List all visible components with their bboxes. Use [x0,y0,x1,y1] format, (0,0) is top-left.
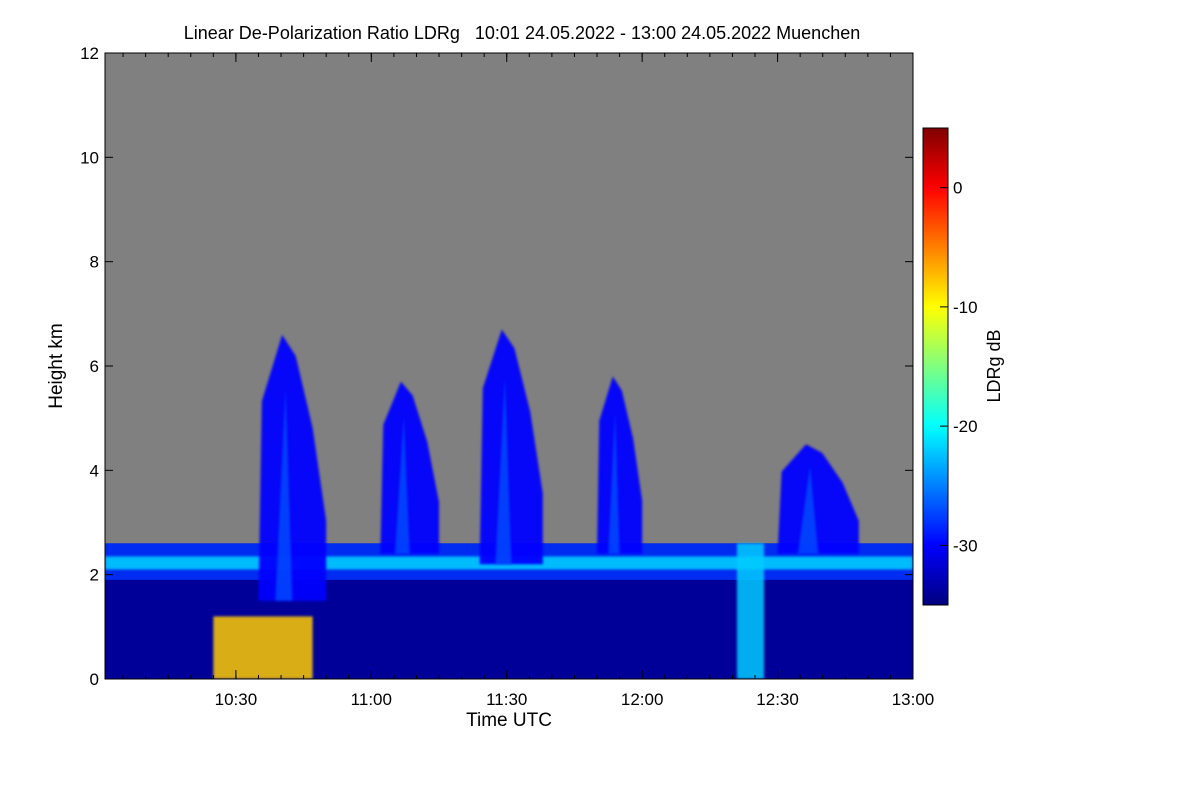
near-surface-depol [213,616,313,679]
y-tick-label: 12 [80,44,99,63]
convective-plume-2 [380,381,440,554]
convective-plume-2-core [395,416,410,554]
y-tick-label: 0 [90,670,99,689]
x-tick-label: 10:30 [215,690,258,709]
heatmap-layer [105,329,913,679]
x-tick-label: 12:30 [756,690,799,709]
chart-title: Linear De-Polarization Ratio LDRg 10:01 … [184,23,860,43]
colorbar-label: LDRg dB [984,329,1004,402]
convective-plume-3-core [495,376,512,565]
y-axis: 0 2 4 6 8 10 12 [80,44,913,689]
colorbar-ticks: 0 -10 -20 -30 [940,179,978,555]
y-tick-label: 8 [90,253,99,272]
convective-plume-1 [258,334,327,601]
x-axis: 10:30 11:00 11:30 12:00 12:30 13:00 [122,53,935,709]
convective-plume-4 [597,376,643,554]
x-tick-label: 11:30 [486,690,527,709]
x-axis-label: Time UTC [466,710,552,731]
precipitation-column [736,543,765,679]
colorbar-tick-label: -10 [953,298,978,317]
colorbar-tick-label: -20 [953,417,978,436]
convective-plume-5 [777,444,859,554]
y-axis-label: Height km [46,323,67,409]
y-tick-label: 2 [90,566,99,585]
plot-area [105,53,913,679]
y-tick-label: 10 [80,148,99,167]
colorbar-tick-label: -30 [953,536,978,555]
y-tick-label: 6 [90,357,99,376]
x-tick-label: 11:00 [351,690,392,709]
convective-plume-5-core [797,466,819,554]
y-tick-label: 4 [90,461,99,480]
colorbar-tick-label: 0 [953,179,962,198]
colorbar [922,127,949,606]
convective-plume-3 [479,329,543,565]
x-tick-label: 12:00 [621,690,664,709]
convective-plume-4-core [608,411,620,554]
x-tick-label: 13:00 [892,690,935,709]
convective-plume-1-core [275,387,293,601]
